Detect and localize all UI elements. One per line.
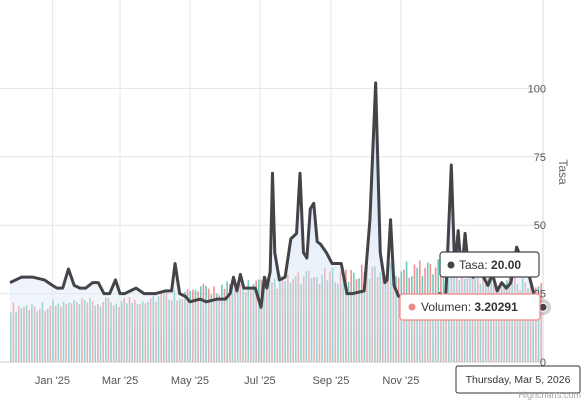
tooltip-volumen-name: Volumen [421, 300, 468, 314]
x-axis: Jan '25 Mar '25 May '25 Jul '25 Sep '25 Nov '… [35, 375, 420, 387]
tooltip-tasa-value: 20.00 [491, 258, 521, 272]
tooltip-tasa: Tasa: 20.00 [439, 251, 540, 278]
y-tick-label: 75 [534, 152, 546, 164]
y-tick-label: 100 [528, 83, 546, 95]
x-tick-label: Nov '25 [382, 375, 419, 387]
x-tick-label: Sep '25 [312, 375, 349, 387]
y-tick-label: 50 [534, 220, 546, 232]
tooltip-date: Thursday, Mar 5, 2026 [455, 365, 581, 394]
tooltip-volumen-value: 3.20291 [474, 300, 518, 314]
tooltip-date-text: Thursday, Mar 5, 2026 [466, 374, 571, 386]
tooltip: Tasa: 20.00 Volumen: 3.20291 Thursday, M… [399, 251, 581, 394]
svg-text:Volumen: 3.20291: Volumen: 3.20291 [421, 300, 518, 314]
svg-text:Tasa: 20.00: Tasa: 20.00 [459, 258, 521, 272]
rate-line[interactable] [9, 81, 544, 309]
tooltip-tasa-name: Tasa [459, 258, 485, 272]
rate-area [10, 82, 543, 363]
x-tick-label: Jan '25 [35, 375, 70, 387]
tooltip-volumen-marker [408, 303, 416, 311]
tooltip-volumen: Volumen: 3.20291 [399, 293, 541, 321]
x-tick-label: Mar '25 [102, 375, 138, 387]
x-tick-label: Jul '25 [244, 375, 275, 387]
tooltip-tasa-marker [447, 261, 455, 269]
y-axis-title: Tasa [556, 159, 570, 185]
x-tick-label: May '25 [171, 375, 209, 387]
credits-text[interactable]: Highcharts.com [518, 390, 581, 400]
rate-area-fill [10, 82, 543, 363]
y-tick-label: 0 [540, 357, 546, 369]
